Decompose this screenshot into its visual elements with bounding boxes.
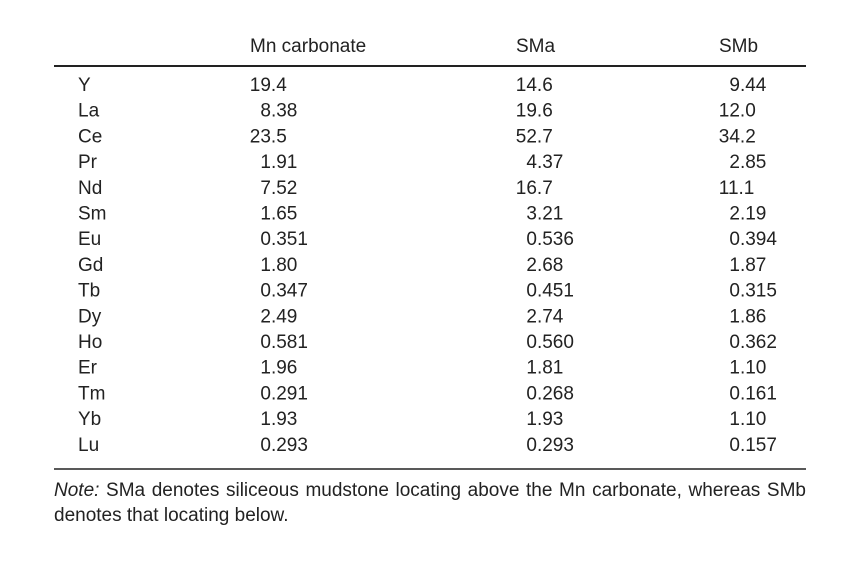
- cell: 0.161: [729, 383, 777, 404]
- row-label: Y: [78, 75, 91, 96]
- cell: 2.19: [729, 204, 766, 225]
- column-header: SMb: [719, 36, 758, 57]
- cell: 7.52: [260, 178, 297, 199]
- cell: 23.5: [250, 126, 287, 147]
- cell: 0.315: [729, 281, 777, 302]
- row-label: Tb: [78, 281, 100, 302]
- cell: 1.86: [729, 306, 766, 327]
- row-label: Er: [78, 358, 98, 379]
- cell: 0.581: [260, 332, 308, 353]
- table: Mn carbonate SMa SMb Y 19.4 14.6 9.44 La 8.38 19.…: [54, 36, 806, 470]
- row-label: Pr: [78, 152, 98, 173]
- note-label: Note:: [54, 480, 100, 501]
- cell: 0.451: [526, 281, 574, 302]
- row-label: Eu: [78, 229, 101, 250]
- cell: 2.74: [526, 306, 563, 327]
- cell: 0.268: [526, 383, 574, 404]
- cell: 0.291: [260, 383, 308, 404]
- cell: 0.293: [526, 435, 574, 456]
- cell: 12.0: [719, 101, 756, 122]
- cell: 1.10: [729, 409, 766, 430]
- cell: 0.157: [729, 435, 777, 456]
- cell: 1.96: [260, 358, 297, 379]
- cell: 9.44: [729, 75, 766, 96]
- cell: 8.38: [260, 101, 297, 122]
- cell: 34.2: [719, 126, 756, 147]
- row-label: Dy: [78, 306, 102, 327]
- cell: 0.347: [260, 281, 308, 302]
- cell: 1.80: [260, 255, 297, 276]
- row-label: Gd: [78, 255, 103, 276]
- row-label: Sm: [78, 204, 107, 225]
- cell: 2.49: [260, 306, 297, 327]
- row-label: Ce: [78, 126, 102, 147]
- column-header: SMa: [516, 36, 556, 57]
- cell: 1.81: [526, 358, 563, 379]
- cell: 1.93: [260, 409, 297, 430]
- row-label: Nd: [78, 178, 102, 199]
- row-label: Ho: [78, 332, 102, 353]
- row-label: La: [78, 101, 100, 122]
- row-label: Yb: [78, 409, 101, 430]
- cell: 2.68: [526, 255, 563, 276]
- cell: 3.21: [526, 204, 563, 225]
- cell: 1.91: [260, 152, 297, 173]
- cell: 1.87: [729, 255, 766, 276]
- cell: 0.362: [729, 332, 777, 353]
- cell: 14.6: [516, 75, 553, 96]
- cell: 0.394: [729, 229, 777, 250]
- cell: 2.85: [729, 152, 766, 173]
- cell: 52.7: [516, 126, 553, 147]
- row-label: Lu: [78, 435, 99, 456]
- cell: 0.560: [526, 332, 574, 353]
- cell: 0.536: [526, 229, 574, 250]
- row-label: Tm: [78, 383, 105, 404]
- cell: 1.65: [260, 204, 297, 225]
- cell: 19.4: [250, 75, 287, 96]
- cell: 11.1: [719, 178, 755, 199]
- column-header: Mn carbonate: [250, 36, 366, 57]
- cell: 1.93: [526, 409, 563, 430]
- note-text: SMa denotes siliceous mudstone locating …: [54, 480, 806, 526]
- cell: 0.293: [260, 435, 308, 456]
- note: Note: SMa denotes siliceous mudstone loc…: [54, 478, 806, 528]
- cell: 19.6: [516, 101, 553, 122]
- cell: 16.7: [516, 178, 553, 199]
- cell: 4.37: [526, 152, 563, 173]
- cell: 0.351: [260, 229, 308, 250]
- cell: 1.10: [729, 358, 766, 379]
